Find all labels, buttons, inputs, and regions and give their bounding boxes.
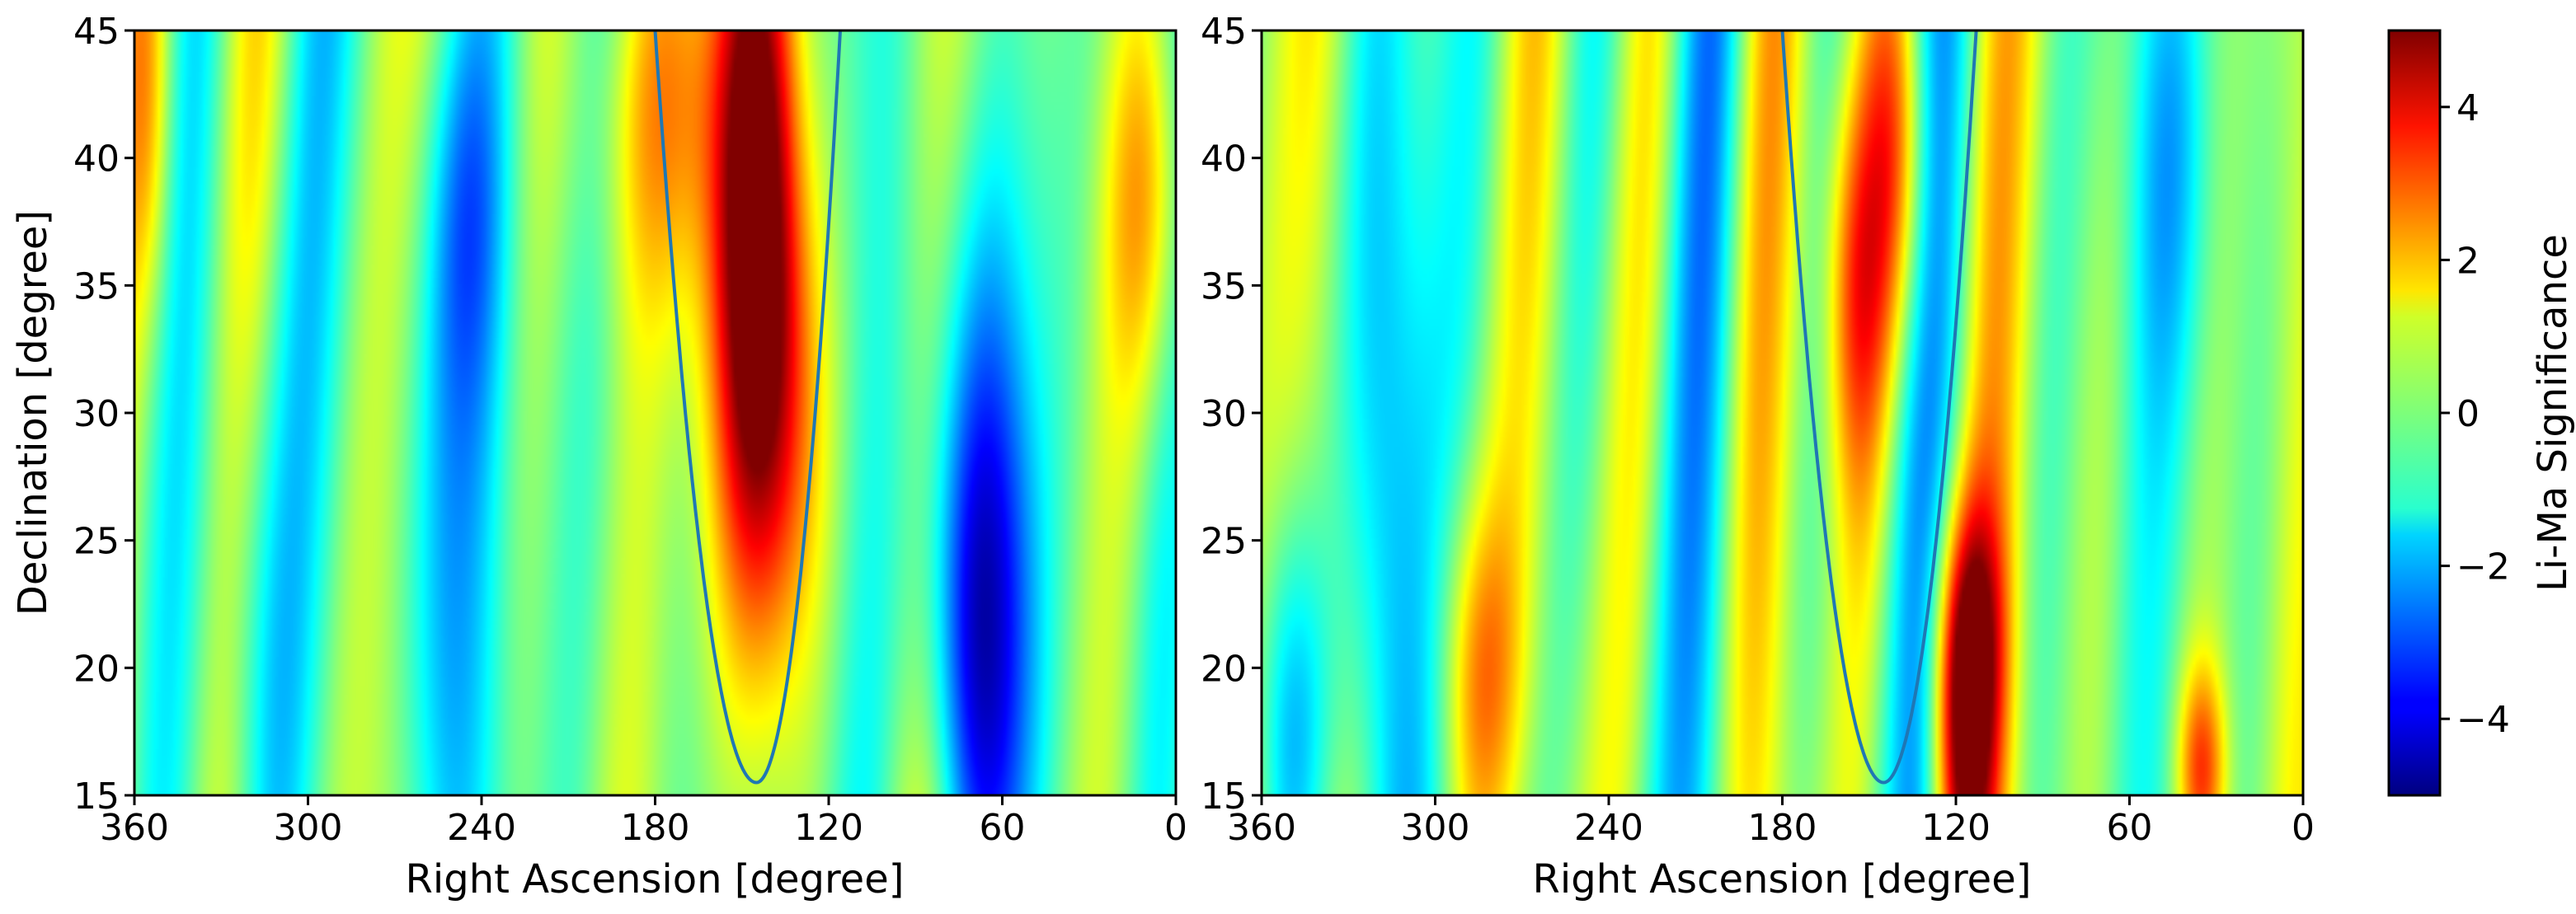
right-x-tick-label: 360 xyxy=(1227,807,1296,849)
right-y-tick-label: 15 xyxy=(1201,776,1247,818)
right-x-axis-label: Right Ascension [degree] xyxy=(1533,856,2032,902)
colorbar-tick-label: −4 xyxy=(2456,699,2510,741)
left-y-tick-label: 45 xyxy=(73,11,120,53)
right-y-tick-label: 20 xyxy=(1201,648,1247,690)
left-y-tick-label: 30 xyxy=(73,393,120,435)
left-y-axis: 15 20 25 30 35 40 45 xyxy=(73,11,134,818)
left-x-tick-label: 360 xyxy=(100,807,169,849)
left-heatmap-image xyxy=(134,30,1176,795)
left-y-tick-label: 25 xyxy=(73,521,120,563)
colorbar: 4 2 0 −2 −4 Li-Ma Significance xyxy=(2387,29,2576,797)
left-x-tick-label: 120 xyxy=(794,807,863,849)
left-x-axis: 360 300 240 180 120 60 0 xyxy=(100,795,1187,849)
left-x-axis-label: Right Ascension [degree] xyxy=(406,856,905,902)
left-heatmap-field xyxy=(134,30,1176,795)
left-y-tick-label: 40 xyxy=(73,138,120,180)
right-heatmap-image xyxy=(1262,30,2303,795)
right-y-tick-label: 40 xyxy=(1201,138,1247,180)
left-overlay-curve xyxy=(653,30,842,785)
colorbar-ticks: 4 2 0 −2 −4 xyxy=(2440,87,2510,741)
left-y-tick-label: 20 xyxy=(73,648,120,690)
left-y-tick-label: 35 xyxy=(73,265,120,307)
right-y-axis: 15 20 25 30 35 40 45 xyxy=(1201,11,1262,818)
right-y-tick-label: 35 xyxy=(1201,265,1247,307)
left-x-tick-label: 240 xyxy=(447,807,516,849)
left-heatmap-panel: 360 300 240 180 120 60 0 15 20 25 30 35 40 45 Right … xyxy=(10,11,1187,902)
colorbar-tick-label: 0 xyxy=(2456,393,2480,435)
right-overlay-curve xyxy=(1780,30,1978,785)
colorbar-gradient xyxy=(2389,30,2440,795)
right-y-tick-label: 30 xyxy=(1201,393,1247,435)
left-x-tick-label: 60 xyxy=(980,807,1026,849)
right-x-tick-label: 120 xyxy=(1921,807,1991,849)
right-x-tick-label: 180 xyxy=(1748,807,1817,849)
right-y-tick-label: 45 xyxy=(1201,11,1247,53)
left-x-tick-label: 180 xyxy=(621,807,690,849)
left-y-tick-label: 15 xyxy=(73,776,120,818)
colorbar-tick-label: 2 xyxy=(2456,240,2480,282)
colorbar-tick-label: −2 xyxy=(2456,546,2510,588)
right-x-axis: 360 300 240 180 120 60 0 xyxy=(1227,795,2315,849)
right-heatmap-panel: 360 300 240 180 120 60 0 15 20 25 30 35 40 45 Right … xyxy=(1201,11,2315,902)
left-x-tick-label: 300 xyxy=(274,807,343,849)
right-heatmap-field xyxy=(1262,30,2303,795)
colorbar-tick-label: 4 xyxy=(2456,87,2480,129)
colorbar-label: Li-Ma Significance xyxy=(2530,234,2576,592)
right-x-tick-label: 240 xyxy=(1574,807,1643,849)
right-y-tick-label: 25 xyxy=(1201,521,1247,563)
left-x-tick-label: 0 xyxy=(1164,807,1187,849)
left-y-axis-label: Declination [degree] xyxy=(10,210,56,616)
right-x-tick-label: 0 xyxy=(2292,807,2315,849)
right-x-tick-label: 300 xyxy=(1401,807,1470,849)
right-x-tick-label: 60 xyxy=(2107,807,2153,849)
